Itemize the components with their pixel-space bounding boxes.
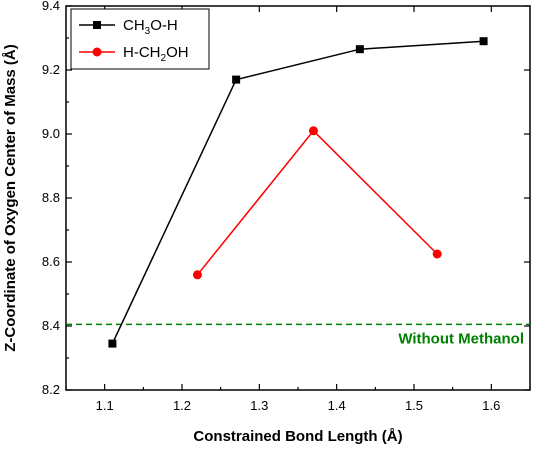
y-axis-title: Z-Coordinate of Oxygen Center of Mass (Å…	[2, 44, 19, 352]
data-point	[232, 75, 241, 84]
y-tick-label: 9.0	[42, 126, 60, 141]
x-tick-label: 1.2	[173, 398, 191, 413]
x-tick-label: 1.5	[405, 398, 423, 413]
data-point	[432, 249, 442, 259]
legend-label: H-CH2OH	[123, 44, 189, 64]
x-tick-label: 1.6	[482, 398, 500, 413]
series-line-1	[111, 40, 484, 344]
data-point	[192, 270, 202, 280]
data-point	[355, 45, 364, 54]
reference-line-label: Without Methanol	[398, 330, 524, 347]
series-group	[108, 37, 488, 348]
data-point	[308, 126, 318, 136]
y-tick-label: 8.6	[42, 254, 60, 269]
ticks: 1.1 1.2 1.3 1.4 1.5 1.6 8.2 8.4 8.6 8.8 9.0 9.2 9.4	[42, 0, 531, 413]
x-tick-label: 1.4	[328, 398, 346, 413]
reference-line-group: Without Methanol	[66, 323, 530, 347]
data-point	[108, 339, 117, 348]
data-point	[479, 37, 488, 46]
y-tick-label: 8.2	[42, 382, 60, 397]
x-axis-title: Constrained Bond Length (Å)	[193, 428, 402, 445]
x-tick-label: 1.3	[250, 398, 268, 413]
y-tick-label: 9.4	[42, 0, 60, 13]
legend-marker	[92, 47, 102, 57]
series-line-2	[196, 129, 438, 276]
legend-label: CH3O-H	[123, 17, 178, 37]
x-tick-label: 1.1	[96, 398, 114, 413]
y-tick-label: 8.8	[42, 190, 60, 205]
legend: CH3O-H H-CH2OH	[70, 8, 210, 70]
legend-marker	[93, 21, 101, 29]
y-tick-label: 8.4	[42, 318, 60, 333]
y-tick-label: 9.2	[42, 62, 60, 77]
legend-box	[70, 8, 210, 70]
